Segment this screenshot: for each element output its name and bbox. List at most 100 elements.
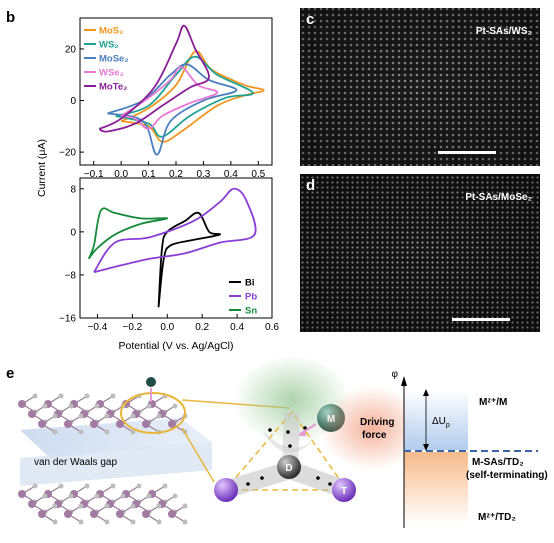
legend-label: Sn	[245, 306, 257, 317]
lattice-atom-metal	[64, 420, 72, 428]
lattice-atom-chalcogen	[78, 413, 84, 419]
x-tick-label: 0.0	[114, 169, 128, 180]
motif-dot	[316, 476, 320, 480]
lattice-atom-metal	[116, 510, 124, 518]
lattice-atom-chalcogen	[172, 403, 178, 409]
lattice-atom-chalcogen	[94, 493, 100, 499]
lattice-atom-metal	[18, 400, 26, 408]
energy-band-lower	[404, 452, 468, 524]
lattice-atom-chalcogen	[68, 493, 74, 499]
driving-force: Driving force	[320, 386, 424, 470]
motif-dot	[246, 482, 250, 486]
phi-label: φ	[392, 369, 399, 380]
cv-curve-bottom-1	[93, 187, 257, 274]
lattice-atom-chalcogen	[146, 403, 152, 409]
x-tick-label: 0.5	[251, 169, 265, 180]
x-tick-label: −0.4	[88, 322, 108, 333]
lattice-atom-chalcogen	[110, 483, 116, 489]
scale-bar-d	[452, 318, 510, 321]
energy-diagram: φ ΔUp Mᶻ⁺/M M-SAs/TD₂ (self-terminating)…	[392, 369, 548, 528]
x-tick-label: −0.2	[122, 322, 142, 333]
lattice-atom-chalcogen	[182, 519, 188, 525]
motif-dot	[260, 476, 264, 480]
panel-label-d: d	[306, 177, 315, 194]
lattice-atom-metal	[18, 490, 26, 498]
lattice-atom-metal	[116, 420, 124, 428]
driving-force-label-1: Driving	[360, 417, 394, 428]
y-tick-label: −16	[59, 314, 76, 325]
cv-curve-bottom-2	[87, 207, 169, 260]
x-tick-label: 0.3	[196, 169, 210, 180]
legend-label: MoSe₂	[99, 54, 129, 65]
lattice-atom-metal	[28, 500, 36, 508]
y-axis-label: Current (μA)	[36, 139, 48, 197]
level-mid-label: M-SAs/TD₂	[472, 457, 524, 468]
lattice-atom-chalcogen	[78, 429, 84, 435]
atom-D	[277, 455, 301, 479]
lattice-atom-chalcogen	[156, 519, 162, 525]
legend-label: WSe₂	[99, 68, 124, 79]
lattice-atom-chalcogen	[104, 519, 110, 525]
energy-band-upper	[404, 390, 468, 450]
atom-T-left	[214, 478, 238, 502]
atom-T-label: T	[341, 486, 347, 497]
lattice-atom-chalcogen	[52, 429, 58, 435]
lattice-atom-chalcogen	[110, 393, 116, 399]
lattice-atom-chalcogen	[78, 519, 84, 525]
delta-u-label: ΔUp	[432, 416, 450, 429]
motif-dot	[286, 430, 290, 434]
x-tick-label: 0.1	[142, 169, 156, 180]
atom-T-right	[332, 478, 356, 502]
y-tick-label: 8	[70, 184, 76, 195]
motif-dot	[328, 482, 332, 486]
lattice-atom-chalcogen	[84, 483, 90, 489]
lattice-atom-chalcogen	[78, 503, 84, 509]
lattice-atom-metal	[38, 420, 46, 428]
lattice-atom-chalcogen	[94, 403, 100, 409]
x-tick-label: 0.2	[169, 169, 183, 180]
lattice-atom-chalcogen	[146, 493, 152, 499]
x-tick-label: 0.0	[160, 322, 174, 333]
zoom-line-bottom	[181, 427, 215, 483]
triangle-outline	[223, 410, 349, 491]
motif-dot	[268, 428, 272, 432]
cv-curve-top-0	[120, 50, 265, 143]
y-tick-label: 0	[70, 96, 76, 107]
lattice-atom-metal	[28, 410, 36, 418]
lattice-atom-metal	[168, 510, 176, 518]
x-axis-label: Potential (V vs. Ag/AgCl)	[119, 340, 234, 352]
cv-curve-top-3	[120, 66, 219, 130]
x-tick-label: −0.1	[84, 169, 104, 180]
lattice-atom-chalcogen	[130, 519, 136, 525]
legend-label: MoS₂	[99, 26, 123, 37]
lattice-atom-chalcogen	[162, 483, 168, 489]
motif-dot	[288, 444, 292, 448]
lattice-atom-chalcogen	[130, 429, 136, 435]
lattice-atom-metal	[38, 510, 46, 518]
motif-dot	[303, 426, 307, 430]
lattice-atom-chalcogen	[156, 503, 162, 509]
x-tick-label: 0.4	[230, 322, 244, 333]
micrograph-d-label: Pt-SAs/MoSe₂	[465, 192, 532, 203]
y-tick-label: −20	[59, 148, 76, 159]
lattice-atom-chalcogen	[130, 503, 136, 509]
lattice-atom-chalcogen	[182, 503, 188, 509]
cv-curve-bottom-0	[157, 211, 221, 308]
lattice-atom-metal	[90, 420, 98, 428]
lattice-atom-chalcogen	[52, 503, 58, 509]
micrograph-c-label: Pt-SAs/WS₂	[476, 26, 532, 37]
x-tick-label: 0.2	[195, 322, 209, 333]
chart-b-bottom: −0.4 −0.2 0.0 0.2 0.4 0.6 −16 −8 0 8 Bi Pb Sn	[59, 177, 279, 333]
chart-b-bottom-frame	[79, 177, 273, 319]
lattice-bottom-layer	[18, 483, 188, 525]
lattice-atom-metal	[168, 420, 176, 428]
legend-label: WS₂	[99, 40, 119, 51]
lattice-atom-chalcogen	[32, 483, 38, 489]
legend-label: Bi	[245, 278, 255, 289]
lattice-atom-chalcogen	[68, 403, 74, 409]
legend-label: MoTe₂	[99, 82, 127, 93]
cv-curve-top-4	[98, 24, 210, 133]
cv-curve-top-1	[115, 55, 254, 138]
lattice-atom-chalcogen	[120, 493, 126, 499]
